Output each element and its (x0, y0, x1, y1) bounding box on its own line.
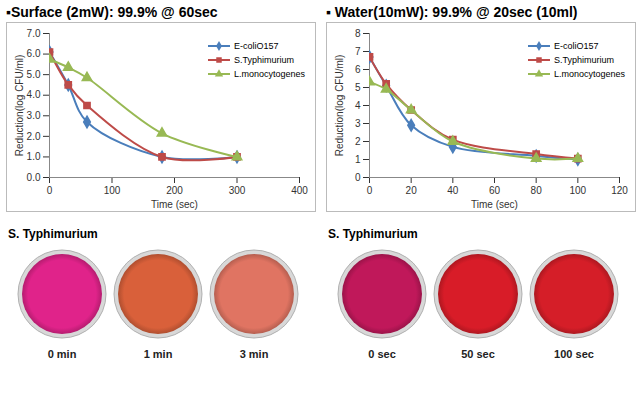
html-text:L.monocytogenes: L.monocytogenes (554, 69, 625, 79)
svg-text:60: 60 (489, 185, 501, 196)
svg-text:Time (sec): Time (sec) (471, 199, 518, 210)
svg-text:2.0: 2.0 (27, 131, 41, 142)
svg-text:6.0: 6.0 (27, 48, 41, 59)
html-text:S. Typhimurium: S. Typhimurium (8, 227, 98, 241)
svg-text:4: 4 (355, 100, 361, 111)
svg-text:5: 5 (355, 82, 361, 93)
svg-text:2: 2 (355, 136, 361, 147)
svg-text:1.0: 1.0 (27, 151, 41, 162)
svg-text:300: 300 (229, 185, 246, 196)
html-text:L.monocytogenes: L.monocytogenes (234, 69, 305, 79)
html-text:S.Typhimurium: S.Typhimurium (554, 55, 614, 65)
html-text:▪ Water(10mW): 99.9% @ 20sec (: ▪ Water(10mW): 99.9% @ 20sec (10ml) (326, 4, 578, 20)
html-text:S. Typhimurium: S. Typhimurium (328, 227, 418, 241)
svg-text:Reduction(log CFU/ml): Reduction(log CFU/ml) (334, 55, 345, 157)
svg-text:50 sec: 50 sec (461, 348, 495, 360)
svg-text:0 min: 0 min (48, 348, 77, 360)
svg-text:5.0: 5.0 (27, 69, 41, 80)
svg-text:Reduction(log CFU/ml): Reduction(log CFU/ml) (14, 55, 25, 157)
svg-text:7: 7 (355, 46, 361, 57)
html-text:E-coliO157: E-coliO157 (554, 41, 599, 51)
svg-text:8: 8 (355, 28, 361, 39)
svg-text:0: 0 (367, 185, 373, 196)
svg-text:4.0: 4.0 (27, 89, 41, 100)
svg-text:200: 200 (166, 185, 183, 196)
svg-text:1: 1 (355, 154, 361, 165)
svg-text:1 min: 1 min (144, 348, 173, 360)
svg-text:0: 0 (47, 185, 53, 196)
html-text:▪Surface (2mW): 99.9% @ 60sec: ▪Surface (2mW): 99.9% @ 60sec (6, 4, 218, 20)
svg-text:0.0: 0.0 (27, 172, 41, 183)
svg-text:7.0: 7.0 (27, 28, 41, 39)
svg-text:100 sec: 100 sec (554, 348, 594, 360)
svg-text:Time (sec): Time (sec) (151, 199, 198, 210)
html-text:S.Typhimurium: S.Typhimurium (234, 55, 294, 65)
svg-text:400: 400 (291, 185, 308, 196)
svg-text:3.0: 3.0 (27, 110, 41, 121)
svg-text:3: 3 (355, 118, 361, 129)
svg-text:80: 80 (531, 185, 543, 196)
html-text:E-coliO157: E-coliO157 (234, 41, 279, 51)
svg-text:20: 20 (406, 185, 418, 196)
svg-text:100: 100 (569, 185, 586, 196)
svg-text:120: 120 (611, 185, 628, 196)
svg-text:0: 0 (355, 172, 361, 183)
svg-text:100: 100 (104, 185, 121, 196)
svg-text:6: 6 (355, 64, 361, 75)
svg-text:40: 40 (447, 185, 459, 196)
svg-text:3 min: 3 min (240, 348, 269, 360)
svg-text:0 sec: 0 sec (368, 348, 396, 360)
